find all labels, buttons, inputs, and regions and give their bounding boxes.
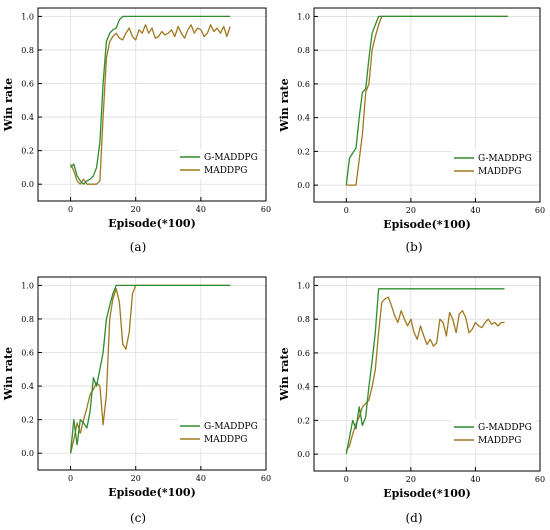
legend-label: G-MADDPG bbox=[478, 423, 532, 433]
x-tick-label: 40 bbox=[470, 206, 480, 215]
x-tick-label: 0 bbox=[68, 474, 73, 483]
legend-box bbox=[452, 150, 536, 180]
x-tick-label: 0 bbox=[68, 205, 73, 214]
y-tick-label: 0.8 bbox=[297, 46, 310, 55]
legend: G-MADDPG MADDPG bbox=[178, 418, 262, 448]
x-axis-title: Episode(*100) bbox=[383, 487, 471, 500]
plot-frame bbox=[37, 276, 267, 471]
plot-frame bbox=[313, 7, 541, 203]
legend-box bbox=[178, 418, 262, 448]
panel-label: (d) bbox=[405, 511, 422, 525]
y-tick-label: 0.8 bbox=[297, 315, 310, 324]
x-tick-label: 60 bbox=[261, 205, 271, 214]
x-axis-title: Episode(*100) bbox=[108, 486, 196, 499]
legend-box bbox=[178, 149, 262, 179]
y-tick-label: 0.4 bbox=[297, 383, 310, 392]
series-line-g-maddpg bbox=[69, 284, 231, 454]
x-tick-label: 60 bbox=[261, 474, 271, 483]
y-tick-label: 0.2 bbox=[297, 416, 310, 425]
x-tick-label: 0 bbox=[344, 206, 349, 215]
y-tick-label: 0.2 bbox=[297, 147, 310, 156]
x-tick-label: 40 bbox=[196, 205, 206, 214]
x-tick-label: 40 bbox=[470, 475, 480, 484]
y-tick-label: 0.2 bbox=[21, 416, 34, 425]
chart-panel: 0 20 40 60 0.0 0.2 0.4 0.6 0.8 1.0 Episode(*100) Wi… bbox=[278, 276, 545, 525]
series-line-g-maddpg bbox=[70, 15, 231, 185]
x-tick-label: 20 bbox=[406, 475, 416, 484]
x-tick-label: 20 bbox=[406, 206, 416, 215]
series-line-g-maddpg bbox=[345, 15, 508, 186]
legend-label: G-MADDPG bbox=[478, 154, 532, 164]
y-tick-label: 1.0 bbox=[297, 12, 310, 21]
y-tick-label: 0.6 bbox=[21, 349, 34, 358]
x-axis-title: Episode(*100) bbox=[383, 218, 471, 231]
plot-frame bbox=[313, 276, 541, 472]
chart-panel: 0 20 40 60 0.0 0.2 0.4 0.6 0.8 1.0 Episode(*100) Wi… bbox=[2, 276, 271, 525]
y-tick-label: 1.0 bbox=[21, 281, 34, 290]
y-tick-label: 0.4 bbox=[297, 114, 310, 123]
y-axis-title: Win rate bbox=[2, 347, 15, 401]
x-tick-label: 60 bbox=[535, 475, 545, 484]
x-tick-label: 20 bbox=[131, 205, 141, 214]
legend-label: MADDPG bbox=[204, 435, 247, 445]
x-tick-label: 0 bbox=[344, 475, 349, 484]
plot-frame bbox=[37, 7, 267, 202]
y-tick-label: 0.0 bbox=[21, 180, 34, 189]
legend: G-MADDPG MADDPG bbox=[452, 150, 536, 180]
y-tick-label: 0.4 bbox=[21, 113, 34, 122]
y-tick-label: 0.8 bbox=[21, 315, 34, 324]
y-tick-label: 1.0 bbox=[297, 281, 310, 290]
y-tick-label: 1.0 bbox=[21, 12, 34, 21]
x-axis-title: Episode(*100) bbox=[108, 217, 196, 230]
x-tick-label: 40 bbox=[196, 474, 206, 483]
y-tick-label: 0.6 bbox=[297, 80, 310, 89]
legend-label: G-MADDPG bbox=[204, 153, 258, 163]
panel-label: (c) bbox=[130, 511, 146, 525]
y-tick-label: 0.0 bbox=[297, 181, 310, 190]
panel-label: (b) bbox=[405, 240, 422, 254]
chart-panel: 0 20 40 60 0.0 0.2 0.4 0.6 0.8 1.0 Episode(*100) Wi… bbox=[278, 7, 545, 254]
y-tick-label: 0.2 bbox=[21, 147, 34, 156]
series-line-maddpg bbox=[345, 296, 505, 452]
legend-label: MADDPG bbox=[478, 167, 521, 177]
series-line-g-maddpg bbox=[345, 288, 505, 455]
panel-label: (a) bbox=[130, 240, 147, 254]
legend: G-MADDPG MADDPG bbox=[178, 149, 262, 179]
x-tick-label: 60 bbox=[535, 206, 545, 215]
chart-panel: 0 20 40 60 0.0 0.2 0.4 0.6 0.8 1.0 Episode(*100) Wi… bbox=[2, 7, 271, 254]
legend-label: G-MADDPG bbox=[204, 422, 258, 432]
legend-box bbox=[452, 419, 536, 449]
legend: G-MADDPG MADDPG bbox=[452, 419, 536, 449]
y-tick-label: 0.8 bbox=[21, 46, 34, 55]
y-tick-label: 0.6 bbox=[21, 80, 34, 89]
y-axis-title: Win rate bbox=[278, 347, 291, 401]
series-line-maddpg bbox=[70, 24, 231, 185]
y-axis-title: Win rate bbox=[2, 78, 15, 132]
legend-label: MADDPG bbox=[478, 436, 521, 446]
y-tick-label: 0.6 bbox=[297, 349, 310, 358]
y-axis-title: Win rate bbox=[278, 78, 291, 132]
y-tick-label: 0.4 bbox=[21, 382, 34, 391]
y-tick-label: 0.0 bbox=[297, 450, 310, 459]
y-tick-label: 0.0 bbox=[21, 449, 34, 458]
legend-label: MADDPG bbox=[204, 166, 247, 176]
x-tick-label: 20 bbox=[131, 474, 141, 483]
